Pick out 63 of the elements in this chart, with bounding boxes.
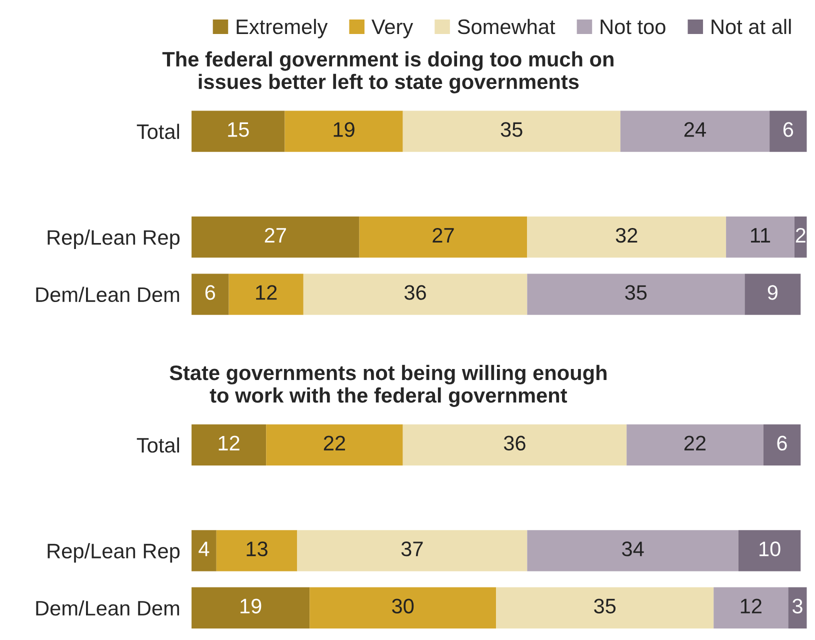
bar — [284, 110, 403, 152]
data-label: 4 — [198, 542, 210, 556]
data-label: 22 — [684, 436, 706, 450]
bar — [714, 587, 788, 628]
y-tick-label: Rep/Lean Rep — [48, 230, 180, 249]
y-tick-label: Dem/Lean Dem — [36, 286, 180, 302]
bar — [310, 587, 496, 628]
bar — [496, 587, 714, 628]
data-label: 6 — [205, 285, 216, 300]
data-label: 6 — [777, 436, 787, 451]
legend-label: Not at all — [712, 18, 791, 34]
bar — [192, 110, 285, 152]
bar — [192, 424, 266, 466]
bar — [402, 424, 627, 466]
data-label: 35 — [625, 285, 647, 300]
data-label: 11 — [751, 228, 770, 242]
data-label: 30 — [392, 598, 414, 614]
y-tick-label: Total — [136, 437, 180, 453]
data-label: 36 — [504, 436, 526, 451]
data-label: 32 — [616, 228, 638, 243]
data-label: 19 — [334, 122, 354, 137]
bar — [788, 587, 807, 628]
bar — [763, 424, 801, 466]
data-label: 13 — [246, 542, 268, 556]
bar — [626, 424, 764, 466]
bar — [527, 274, 745, 315]
legend-label: Somewhat — [458, 18, 556, 34]
bar — [192, 587, 310, 628]
legend-label: Not too — [600, 20, 666, 34]
chart-title: State governments not being willing enough to work with the federal government — [170, 364, 606, 407]
legend-label: Very — [372, 20, 414, 38]
data-label: 19 — [240, 598, 262, 614]
bar — [744, 274, 801, 315]
data-label: 34 — [622, 542, 644, 556]
data-label: 6 — [783, 122, 794, 137]
bar — [266, 424, 403, 466]
bar — [402, 110, 620, 152]
data-label: 27 — [264, 228, 286, 242]
bar — [770, 110, 807, 152]
data-label: 2 — [796, 228, 806, 242]
legend-label: Extremely — [236, 18, 328, 38]
data-label: 12 — [256, 285, 277, 300]
data-label: 27 — [432, 228, 454, 242]
data-label: 12 — [218, 436, 240, 450]
data-label: 35 — [500, 122, 522, 137]
data-label: 10 — [760, 542, 780, 556]
bar — [228, 274, 304, 315]
bar — [192, 274, 229, 315]
data-label: 15 — [228, 122, 249, 137]
data-label: 35 — [594, 598, 616, 614]
y-tick-label: Rep/Lean Rep — [48, 543, 180, 563]
data-label: 24 — [684, 122, 706, 137]
y-tick-label: Total — [136, 124, 180, 140]
data-label: 22 — [324, 436, 346, 450]
y-tick-label: Dem/Lean Dem — [36, 600, 180, 616]
data-label: 37 — [401, 542, 423, 556]
bar — [303, 274, 528, 315]
data-label: 3 — [792, 598, 802, 614]
data-label: 9 — [768, 285, 778, 300]
data-label: 36 — [404, 285, 426, 300]
data-label: 12 — [740, 598, 762, 614]
bar — [620, 110, 770, 152]
chart-title: The federal government is doing too much on issues better left to state governments — [162, 51, 614, 94]
